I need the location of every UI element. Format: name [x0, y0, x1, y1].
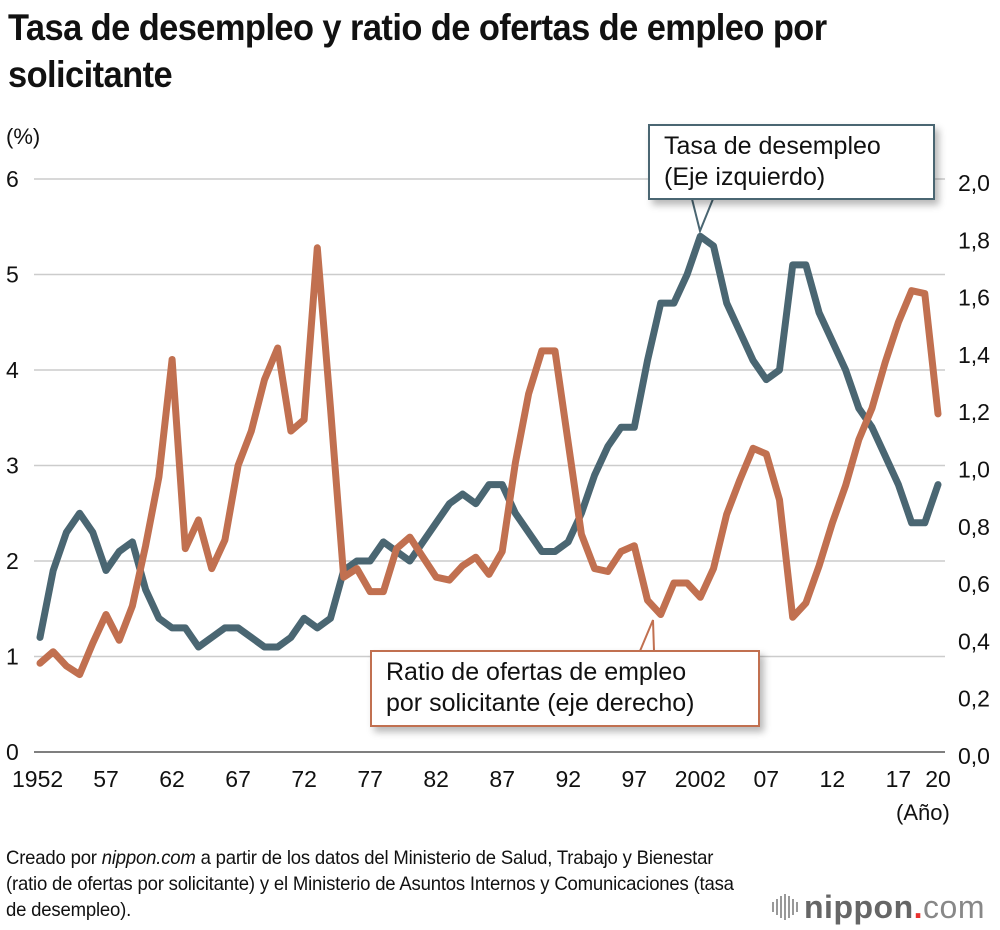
source-note: Creado por nippon.com a partir de los da…	[6, 845, 747, 923]
logo-wordmark: nippon.com	[804, 889, 985, 926]
right-axis-tick-label: 2,0	[958, 170, 990, 196]
right-axis-ticks: 0,0 0,2 0,4 0,6 0,8 1,0 1,2 1,4 1,6 1,8 2,0	[958, 170, 990, 769]
x-axis-tick-label: 12	[820, 766, 846, 792]
unemployment-callout-pointer	[690, 198, 715, 235]
x-axis-tick-label: 62	[159, 766, 185, 792]
left-axis-tick-label: 4	[6, 357, 19, 383]
x-axis-tick-label: 20	[925, 766, 951, 792]
left-axis-tick-label: 6	[6, 166, 19, 192]
ratio-callout-line1: Ratio de ofertas de empleo	[386, 658, 687, 686]
right-axis-tick-label: 1,2	[958, 399, 990, 425]
logo-dot: .	[913, 888, 924, 925]
right-axis-tick-label: 0,2	[958, 686, 990, 712]
x-axis-tick-label: 2002	[675, 766, 726, 792]
chart-title: Tasa de desempleo y ratio de ofertas de …	[8, 7, 827, 95]
left-axis-ticks: 0 1 2 3 4 5 6	[6, 166, 19, 765]
right-axis-tick-label: 1,6	[958, 285, 990, 311]
logo-suffix: com	[923, 888, 985, 925]
x-axis-unit-label: (Año)	[896, 800, 950, 825]
x-axis-tick-label: 92	[555, 766, 581, 792]
left-axis-tick-label: 0	[6, 739, 19, 765]
ratio-callout-line2: por solicitante (eje derecho)	[386, 689, 695, 717]
left-axis-tick-label: 1	[6, 644, 19, 670]
x-axis-tick-label: 1952	[12, 766, 63, 792]
nippon-logo: nippon.com	[772, 889, 985, 926]
unemployment-callout-line2: (Eje izquierdo)	[664, 163, 826, 191]
right-axis-tick-label: 0,6	[958, 571, 990, 597]
right-axis-tick-label: 1,8	[958, 227, 990, 253]
left-axis-tick-label: 3	[6, 453, 19, 479]
x-axis-tick-label: 87	[489, 766, 515, 792]
x-axis-ticks: 1952 57 62 67 72 77 82 87 92 97 2002 07 12 17 20	[12, 766, 951, 792]
source-text-2: a partir de los datos del Ministerio de …	[6, 847, 734, 921]
left-axis-tick-label: 2	[6, 548, 19, 574]
ratio-callout-pointer	[638, 619, 656, 652]
unemployment-rate-line	[36, 232, 942, 651]
job-offers-ratio-line	[36, 244, 942, 679]
unemployment-callout: Tasa de desempleo (Eje izquierdo)	[648, 124, 935, 200]
source-site-name: nippon.com	[101, 847, 196, 869]
x-axis-tick-label: 72	[291, 766, 317, 792]
x-axis-tick-label: 67	[225, 766, 251, 792]
series-lines	[36, 232, 942, 679]
x-axis-tick-label: 97	[621, 766, 647, 792]
right-axis-tick-label: 1,0	[958, 457, 990, 483]
x-axis-tick-label: 17	[886, 766, 912, 792]
x-axis-tick-label: 77	[357, 766, 383, 792]
x-axis-tick-label: 82	[423, 766, 449, 792]
ratio-callout: Ratio de ofertas de empleo por solicitan…	[370, 650, 760, 727]
x-axis-tick-label: 57	[93, 766, 119, 792]
left-axis-unit-label: (%)	[6, 124, 41, 149]
right-axis-tick-label: 0,4	[958, 628, 990, 654]
logo-sound-bars-icon	[772, 894, 798, 920]
logo-main: nippon	[804, 888, 914, 925]
right-axis-tick-label: 1,4	[958, 342, 990, 368]
left-axis-tick-label: 5	[6, 262, 19, 288]
right-axis-tick-label: 0,8	[958, 514, 990, 540]
x-axis-tick-label: 07	[754, 766, 780, 792]
source-text-1: Creado por	[6, 847, 102, 869]
right-axis-tick-label: 0,0	[958, 743, 990, 769]
unemployment-callout-line1: Tasa de desempleo	[664, 132, 881, 160]
